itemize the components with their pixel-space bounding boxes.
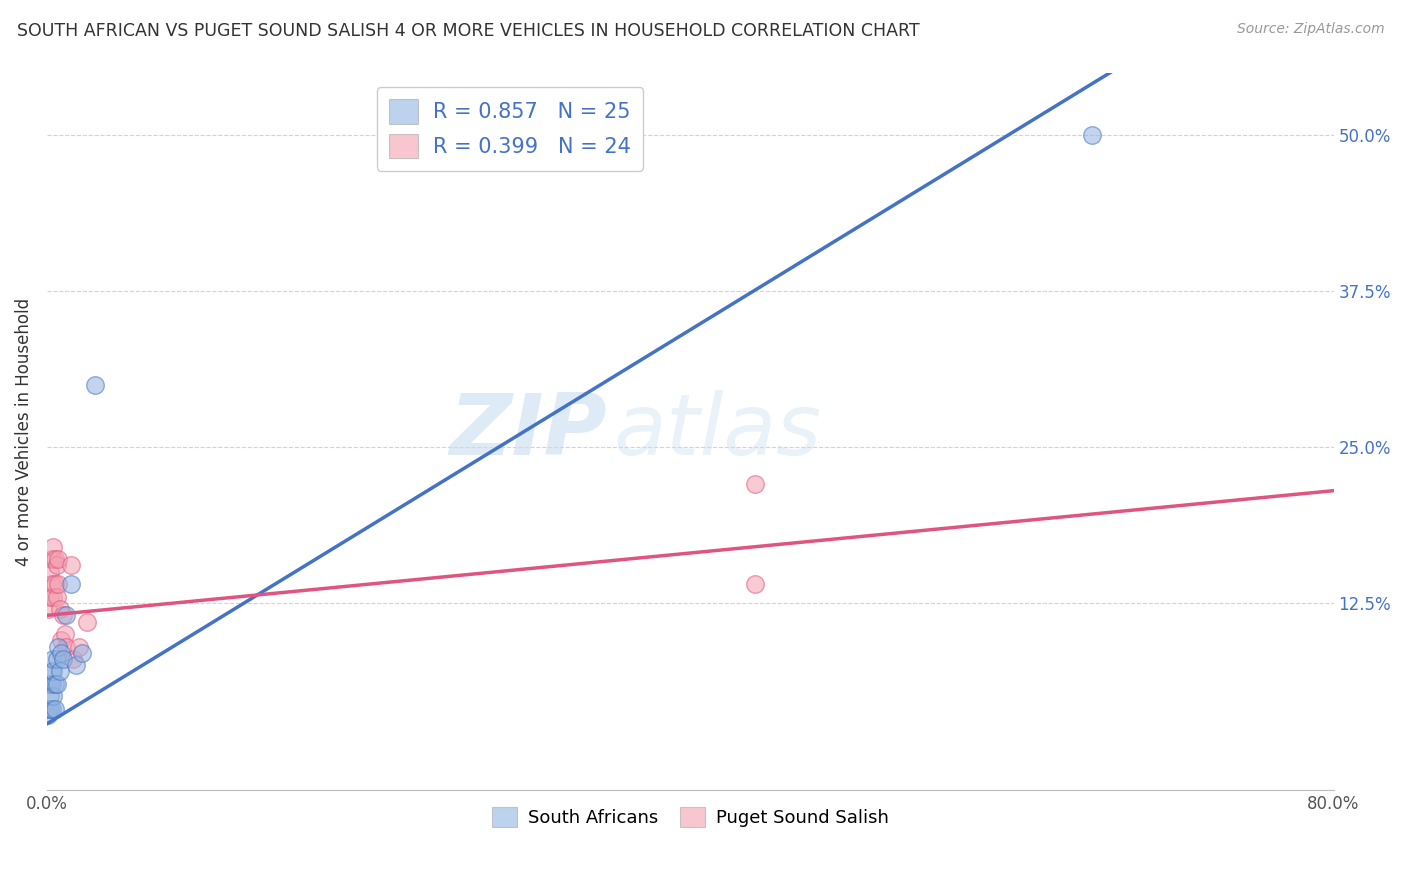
Point <box>44 702 66 716</box>
Point <box>45 677 67 691</box>
Point <box>84 377 107 392</box>
Legend: South Africans, Puget Sound Salish: South Africans, Puget Sound Salish <box>485 799 896 835</box>
Point <box>45 558 67 573</box>
Point <box>42 665 65 679</box>
Point <box>44 577 66 591</box>
Y-axis label: 4 or more Vehicles in Household: 4 or more Vehicles in Household <box>15 297 32 566</box>
Text: SOUTH AFRICAN VS PUGET SOUND SALISH 4 OR MORE VEHICLES IN HOUSEHOLD CORRELATION : SOUTH AFRICAN VS PUGET SOUND SALISH 4 OR… <box>17 22 920 40</box>
Point <box>41 665 63 679</box>
Point <box>37 702 59 716</box>
Point <box>744 577 766 591</box>
Point <box>42 590 65 604</box>
Point <box>41 552 63 566</box>
Point <box>55 608 77 623</box>
Point <box>45 652 67 666</box>
Point <box>49 665 72 679</box>
Point <box>42 540 65 554</box>
Point <box>55 640 77 654</box>
Point <box>51 633 73 648</box>
Point <box>41 577 63 591</box>
Point <box>65 658 87 673</box>
Point <box>744 477 766 491</box>
Point <box>39 590 62 604</box>
Text: Source: ZipAtlas.com: Source: ZipAtlas.com <box>1237 22 1385 37</box>
Point <box>76 615 98 629</box>
Point <box>37 602 59 616</box>
Point <box>49 602 72 616</box>
Point <box>41 702 63 716</box>
Point <box>42 690 65 704</box>
Point <box>67 640 90 654</box>
Point <box>1081 128 1104 143</box>
Point <box>42 652 65 666</box>
Point <box>46 640 69 654</box>
Point <box>72 646 94 660</box>
Point <box>53 627 76 641</box>
Point <box>51 646 73 660</box>
Point <box>41 677 63 691</box>
Point <box>37 708 59 723</box>
Point <box>46 577 69 591</box>
Point <box>60 577 83 591</box>
Point <box>39 702 62 716</box>
Point <box>60 558 83 573</box>
Point <box>45 590 67 604</box>
Point <box>44 677 66 691</box>
Point <box>44 552 66 566</box>
Text: ZIP: ZIP <box>449 390 606 473</box>
Point <box>62 652 84 666</box>
Point <box>46 552 69 566</box>
Point <box>39 565 62 579</box>
Point <box>39 677 62 691</box>
Text: atlas: atlas <box>613 390 821 473</box>
Point <box>52 608 75 623</box>
Point <box>52 652 75 666</box>
Point <box>39 690 62 704</box>
